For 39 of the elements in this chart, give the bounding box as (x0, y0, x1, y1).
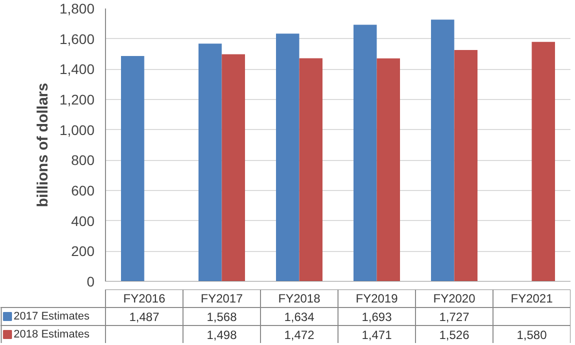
bar (222, 54, 245, 282)
data-label: 1,471 (362, 328, 392, 342)
bar (532, 42, 555, 282)
y-tick-label: 1,600 (59, 30, 95, 47)
legend-label: 2018 Estimates (14, 328, 90, 340)
y-tick-label: 1,800 (59, 0, 95, 16)
x-tick-label: FY2021 (510, 292, 554, 306)
data-label: 1,568 (206, 310, 238, 324)
data-label: 1,727 (439, 310, 470, 324)
x-tick-label: FY2016 (123, 292, 166, 306)
y-tick-label: 600 (71, 182, 95, 198)
bar (276, 34, 300, 282)
y-tick-label: 1,200 (59, 92, 95, 108)
data-label: 1,472 (284, 328, 315, 342)
data-label: 1,634 (284, 310, 315, 324)
legend-label: 2017 Estimates (14, 310, 90, 322)
data-label: 1,526 (439, 328, 470, 342)
x-tick-label: FY2018 (278, 292, 321, 306)
bar (121, 56, 144, 282)
data-label: 1,498 (206, 328, 238, 342)
y-axis-title: billions of dollars (34, 82, 52, 208)
bar (299, 58, 322, 282)
bar (454, 50, 478, 282)
bar (354, 24, 377, 282)
x-tick-label: FY2019 (356, 292, 398, 306)
data-label: 1,580 (516, 328, 548, 342)
y-tick-label: 1,400 (59, 61, 95, 78)
x-tick-label: FY2017 (200, 292, 244, 306)
data-label: 1,693 (362, 310, 392, 324)
y-tick-label: 400 (71, 212, 95, 229)
y-tick-label: 0 (86, 274, 95, 290)
bar (431, 20, 454, 282)
y-tick-label: 200 (71, 243, 95, 260)
bar (198, 44, 222, 282)
y-tick-label: 1,000 (59, 122, 95, 138)
data-label: 1,487 (129, 310, 160, 324)
x-tick-label: FY2020 (433, 292, 476, 306)
bar (376, 58, 400, 282)
y-tick-label: 800 (71, 152, 95, 168)
